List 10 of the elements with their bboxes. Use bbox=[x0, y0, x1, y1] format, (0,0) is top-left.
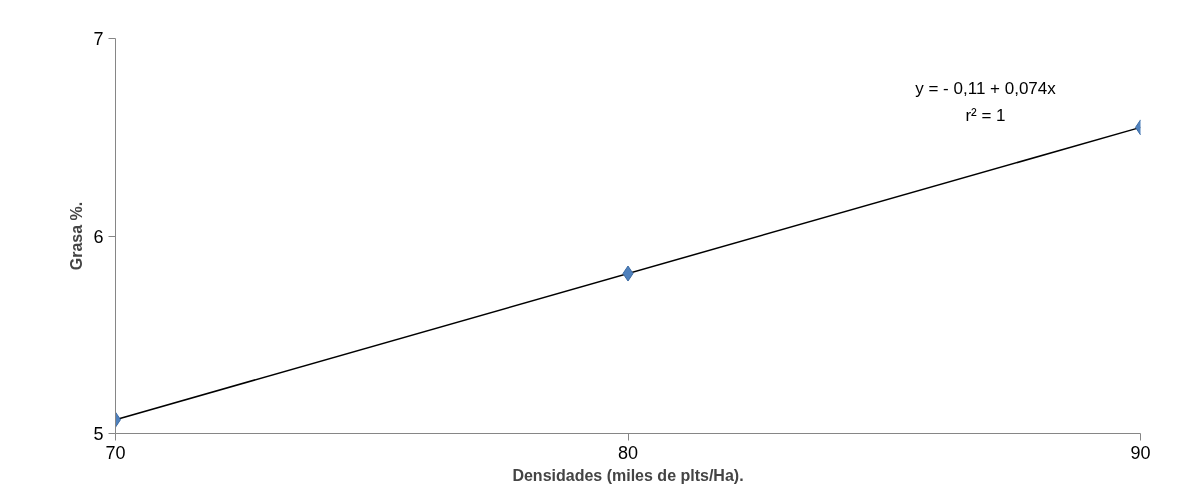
annotation: r² = 1 bbox=[965, 105, 1006, 125]
annotation: y = - 0,11 + 0,074x bbox=[915, 78, 1057, 98]
y-tick-label: 5 bbox=[93, 424, 104, 444]
y-axis-title: Grasa %. bbox=[68, 201, 86, 271]
y-tick-label: 6 bbox=[93, 226, 104, 247]
x-axis-title: Densidades (miles de plts/Ha). bbox=[512, 466, 744, 484]
y-tick-label: 7 bbox=[93, 29, 104, 49]
x-tick-label: 90 bbox=[1130, 442, 1151, 463]
x-tick-label: 80 bbox=[617, 442, 639, 463]
x-tick-label: 70 bbox=[105, 442, 126, 463]
